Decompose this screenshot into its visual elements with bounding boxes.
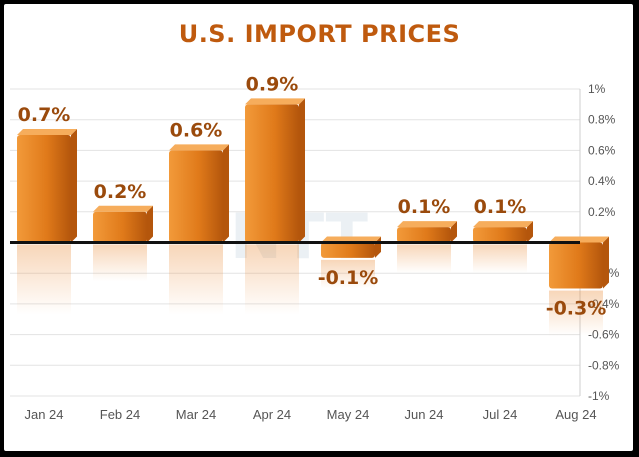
bar-apr-24 (245, 98, 305, 243)
data-label: 0.7% (18, 104, 71, 126)
bar-reflection (321, 259, 375, 289)
data-label: -0.1% (318, 267, 379, 289)
bar-jun-24 (397, 221, 457, 243)
y-tick-label: 1% (588, 82, 606, 96)
y-tick-label: 0.8% (588, 113, 616, 127)
data-label: 0.2% (94, 181, 147, 203)
bar-jul-24 (473, 221, 533, 243)
x-tick-label: Jul 24 (483, 407, 518, 422)
x-tick-label: Aug 24 (555, 407, 596, 422)
bar-reflection (17, 244, 71, 315)
x-tick-label: Feb 24 (100, 407, 140, 422)
bar-reflection (397, 244, 451, 273)
bar-feb-24 (93, 205, 153, 243)
chart-title: U.S. IMPORT PRICES (178, 20, 461, 48)
x-tick-label: Mar 24 (176, 407, 216, 422)
y-tick-label: -1% (588, 389, 610, 403)
data-label: 0.1% (474, 196, 527, 218)
bar-reflection (93, 244, 147, 282)
bar-jan-24 (17, 129, 77, 243)
y-tick-label: 0.2% (588, 205, 616, 219)
bar-aug-24 (549, 236, 609, 289)
x-tick-label: Jun 24 (404, 407, 443, 422)
x-tick-label: Apr 24 (253, 407, 291, 422)
data-label: 0.9% (246, 73, 299, 95)
y-tick-label: -0.8% (588, 358, 620, 372)
bar-reflection (245, 244, 299, 315)
bar-may-24 (321, 236, 381, 258)
bar-reflection (169, 244, 223, 315)
data-label: 0.6% (170, 119, 223, 141)
data-label: -0.3% (546, 298, 607, 320)
bar-reflection (549, 290, 603, 336)
y-tick-label: 0.4% (588, 174, 616, 188)
x-tick-label: May 24 (327, 407, 370, 422)
x-tick-label: Jan 24 (24, 407, 63, 422)
data-label: 0.1% (398, 196, 451, 218)
bar-reflection (473, 244, 527, 273)
y-tick-label: 0.6% (588, 143, 616, 157)
bar-mar-24 (169, 144, 229, 243)
